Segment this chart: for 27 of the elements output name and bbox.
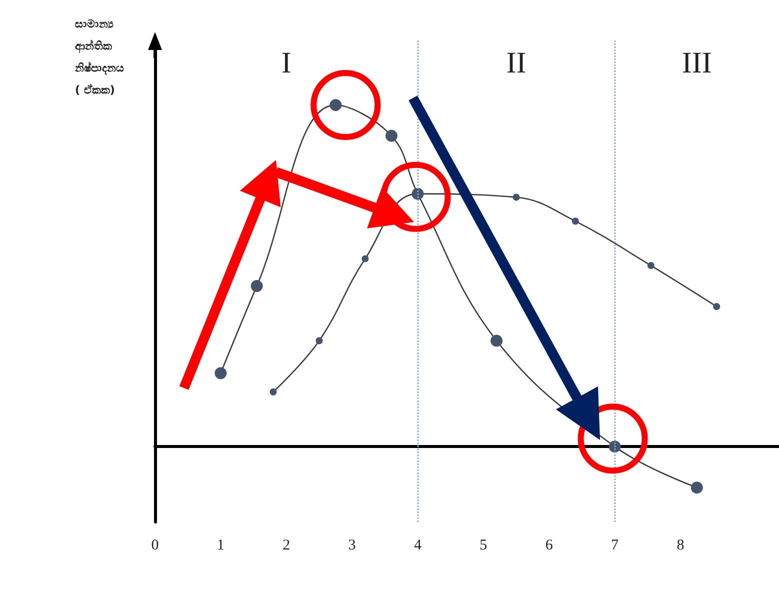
point <box>214 367 227 380</box>
point <box>512 194 520 201</box>
point <box>572 218 579 225</box>
text: III <box>682 46 712 80</box>
point <box>647 262 654 270</box>
point <box>330 99 342 112</box>
x-tick-label: 0 <box>151 538 159 554</box>
text: I <box>281 46 292 80</box>
x-tick-label: 4 <box>414 538 422 554</box>
point <box>316 337 323 344</box>
point <box>690 482 703 494</box>
point <box>250 280 263 292</box>
x-tick-label: 8 <box>676 538 684 554</box>
point <box>608 440 621 453</box>
y-axis-title: සාමාන්‍ය ආන්තික නිෂ්පාදනය ( ඒකක) <box>74 18 124 96</box>
x-tick-label: 1 <box>216 538 224 554</box>
x-tick-label: 2 <box>282 538 290 554</box>
x-tick-label: 6 <box>545 538 554 554</box>
point <box>362 255 369 262</box>
point <box>713 303 720 310</box>
x-tick-label: 5 <box>480 538 488 554</box>
x-tick-label: 3 <box>348 538 356 554</box>
x-tick-label: 7 <box>611 538 620 554</box>
point <box>490 334 503 347</box>
point <box>385 130 398 142</box>
point <box>270 388 277 396</box>
text: II <box>506 46 526 80</box>
